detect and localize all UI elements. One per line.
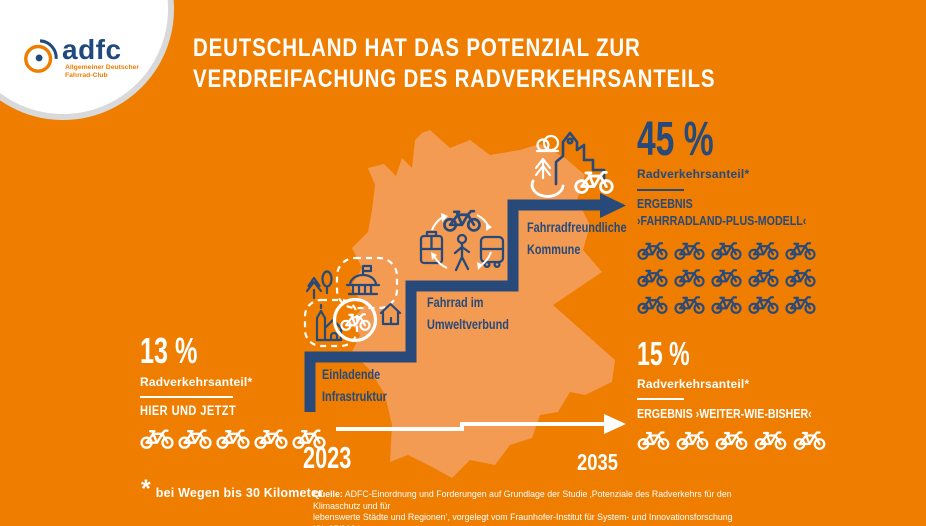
logo-subtitle-line2: Fahrrad-Club [65, 72, 108, 79]
bike-icon [715, 429, 748, 450]
source-line2: lebenswerte Städte und Regionen‘, vorgel… [313, 512, 733, 526]
bike-icon [340, 313, 371, 331]
plus-scenario-value: 45 % [637, 113, 714, 166]
bike-icon [748, 240, 779, 260]
source-prefix: Quelle: [313, 489, 343, 499]
step-label-kommune: Fahrradfreundliche Kommune [527, 219, 627, 257]
footnote-text: bei Wegen bis 30 Kilometer [155, 486, 324, 500]
year-end: 2035 [577, 449, 618, 475]
town-hall-icon [345, 264, 381, 296]
bike-icon [785, 267, 816, 287]
bike-icon [574, 170, 614, 194]
bike-icon [637, 429, 670, 450]
bau-result: ERGEBNIS ›WEITER-WIE-BISHER‹ [637, 406, 812, 421]
umweltverbund-modes-icon [419, 209, 505, 272]
divider-line [637, 398, 684, 400]
bike-icon [793, 429, 826, 450]
title-line1: DEUTSCHLAND HAT DAS POTENZIAL ZUR [193, 34, 641, 62]
stat-current-share: 13 % Radverkehrsanteil* HIER UND JETZT [140, 330, 326, 449]
footnote: * bei Wegen bis 30 Kilometer [141, 477, 323, 502]
plus-result-line1: ERGEBNIS [637, 196, 693, 211]
bike-icon [443, 209, 481, 232]
bike-icon [216, 427, 250, 449]
divider-line [140, 396, 233, 398]
bike-icon [674, 267, 705, 287]
bike-icon [785, 240, 816, 260]
bike-icon [254, 427, 288, 449]
bike-icon [637, 267, 668, 287]
source-note: Quelle: ADFC-Einordnung und Forderungen … [313, 489, 743, 526]
stat-bau-scenario: 15 % Radverkehrsanteil* ERGEBNIS ›WEITER… [637, 334, 850, 450]
plus-result-line2: ›FAHRRADLAND-PLUS-MODELL‹ [637, 213, 807, 228]
fir-tree-icon [305, 276, 323, 300]
bike-row-bau [637, 429, 850, 450]
bike-icon [637, 294, 668, 314]
kommune-skyline-icon [530, 131, 614, 198]
bike-icon [711, 294, 742, 314]
bike-row-plus [637, 240, 823, 314]
cloud-icon [535, 134, 560, 153]
bike-icon [711, 240, 742, 260]
page-title: DEUTSCHLAND HAT DAS POTENZIAL ZUR VERDRE… [193, 33, 830, 95]
title-line2: VERDREIFACHUNG DES RADVERKEHRSANTEILS [193, 65, 716, 93]
bike-row-current [140, 427, 326, 449]
current-share-label: Radverkehrsanteil* [140, 375, 253, 389]
current-share-caption: HIER UND JETZT [140, 403, 237, 418]
divider-line [637, 189, 684, 191]
bau-scenario-label: Radverkehrsanteil* [637, 377, 750, 391]
bau-scenario-value: 15 % [637, 335, 690, 372]
logo-subtitle-line1: Allgemeiner Deutscher [65, 64, 140, 71]
swoosh-line [530, 179, 565, 198]
bike-icon [748, 294, 779, 314]
step-label-umweltverbund: Fahrrad im Umweltverbund [427, 294, 509, 332]
adfc-logo-icon [24, 39, 58, 73]
city-buildings-icon [554, 131, 606, 186]
tree-arrow-icon [534, 157, 552, 180]
bike-circle [332, 297, 378, 343]
pedestrian-icon [453, 233, 471, 272]
timeline-path [336, 422, 606, 431]
bike-icon [676, 429, 709, 450]
timeline-arrowhead [604, 414, 626, 434]
logo-wordmark: adfc [62, 34, 122, 65]
bike-icon [748, 267, 779, 287]
bike-icon [674, 294, 705, 314]
year-start: 2023 [303, 440, 352, 475]
round-tree-icon [321, 270, 333, 288]
source-line1: ADFC-Einordnung und Forderungen auf Grun… [313, 489, 732, 511]
infrastructure-village-icon [303, 256, 402, 348]
bike-icon [711, 267, 742, 287]
bike-icon [785, 294, 816, 314]
bike-icon [178, 427, 212, 449]
house-icon [379, 302, 402, 326]
step-label-infrastruktur: Einladende Infrastruktur [322, 366, 387, 404]
logo-subtitle: Allgemeiner Deutscher Fahrrad-Club [65, 64, 139, 80]
plus-scenario-label: Radverkehrsanteil* [637, 167, 750, 181]
bike-icon [140, 427, 174, 449]
bike-icon [674, 240, 705, 260]
current-share-value: 13 % [140, 330, 198, 371]
footnote-asterisk: * [141, 475, 151, 503]
bike-icon [754, 429, 787, 450]
stat-plus-scenario: 45 % Radverkehrsanteil* ERGEBNIS ›FAHRRA… [637, 114, 844, 314]
bike-icon [637, 240, 668, 260]
